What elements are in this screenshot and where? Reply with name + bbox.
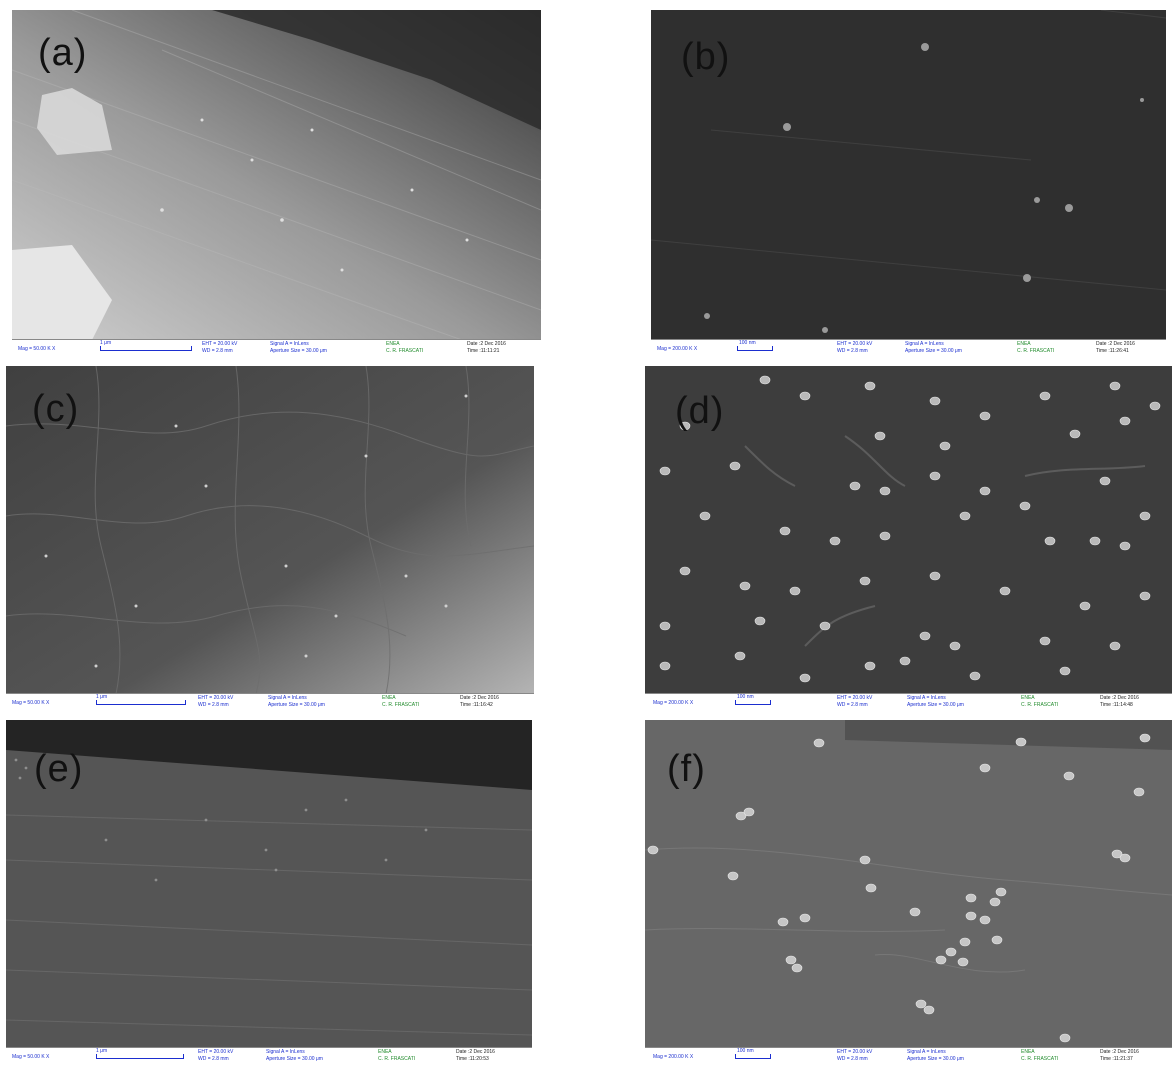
magnification: Mag = 50.00 K X (12, 1054, 50, 1060)
aperture: Aperture Size = 30.00 μm (266, 1056, 323, 1062)
date: Date :2 Dec 2016 (460, 695, 499, 701)
time: Time :11:14:48 (1100, 702, 1133, 708)
panel-label-a: (a) (38, 32, 88, 74)
signal: Signal A = InLens (907, 1049, 946, 1055)
sem-image-f (645, 720, 1172, 1048)
signal: Signal A = InLens (266, 1049, 305, 1055)
org-name: ENEA (382, 695, 396, 701)
eht: EHT = 20.00 kV (202, 341, 238, 347)
aperture: Aperture Size = 30.00 μm (907, 1056, 964, 1062)
sem-info-bar-d: Mag = 200.00 K X 100 nm EHT = 20.00 kV W… (645, 693, 1172, 712)
org-name: ENEA (1021, 695, 1035, 701)
scale-bar (735, 700, 771, 705)
org-site: C. R. FRASCATI (382, 702, 420, 708)
sem-image-d (645, 366, 1172, 694)
magnification: Mag = 50.00 K X (18, 346, 56, 352)
sem-info-bar-a: Mag = 50.00 K X 1 μm EHT = 20.00 kV WD =… (12, 339, 541, 358)
time: Time :11:20:53 (456, 1056, 489, 1062)
scale-bar (96, 700, 186, 705)
scale-bar-label: 1 μm (96, 1048, 108, 1054)
org-site: C. R. FRASCATI (378, 1056, 416, 1062)
signal: Signal A = InLens (270, 341, 309, 347)
eht: EHT = 20.00 kV (198, 1049, 234, 1055)
sem-panel-b: (b) Mag = 200.00 K X 100 nm EHT = 20.00 … (651, 10, 1166, 358)
signal: Signal A = InLens (907, 695, 946, 701)
org-name: ENEA (1017, 341, 1031, 347)
eht: EHT = 20.00 kV (837, 695, 873, 701)
org-site: C. R. FRASCATI (1017, 348, 1055, 354)
aperture: Aperture Size = 30.00 μm (268, 702, 325, 708)
sem-image-b (651, 10, 1166, 340)
aperture: Aperture Size = 30.00 μm (270, 348, 327, 354)
eht: EHT = 20.00 kV (198, 695, 234, 701)
scale-bar (735, 1054, 771, 1059)
working-distance: WD = 2.8 mm (198, 702, 229, 708)
sem-panel-a: (a) Mag = 50.00 K X 1 μm EHT = 20.00 kV … (12, 10, 541, 358)
sem-info-bar-e: Mag = 50.00 K X 1 μm EHT = 20.00 kV WD =… (6, 1047, 532, 1066)
sem-image-a (12, 10, 541, 340)
magnification: Mag = 200.00 K X (657, 346, 698, 352)
working-distance: WD = 2.8 mm (837, 702, 868, 708)
sem-image-c (6, 366, 534, 694)
panel-label-b: (b) (681, 36, 731, 78)
sem-info-bar-f: Mag = 200.00 K X 100 nm EHT = 20.00 kV W… (645, 1047, 1172, 1066)
scale-bar-label: 100 nm (737, 1048, 754, 1054)
scale-bar (737, 346, 773, 351)
time: Time :11:11:21 (467, 348, 500, 354)
working-distance: WD = 2.8 mm (202, 348, 233, 354)
signal: Signal A = InLens (905, 341, 944, 347)
working-distance: WD = 2.8 mm (837, 1056, 868, 1062)
org-site: C. R. FRASCATI (1021, 1056, 1059, 1062)
panel-label-f: (f) (667, 748, 706, 790)
magnification: Mag = 50.00 K X (12, 700, 50, 706)
panel-label-c: (c) (32, 388, 80, 430)
scale-bar-label: 100 nm (739, 340, 756, 346)
scale-bar-label: 100 nm (737, 694, 754, 700)
sem-panel-e: (e) Mag = 50.00 K X 1 μm EHT = 20.00 kV … (6, 720, 532, 1066)
org-site: C. R. FRASCATI (386, 348, 424, 354)
scale-bar-label: 1 μm (96, 694, 108, 700)
date: Date :2 Dec 2016 (1096, 341, 1135, 347)
date: Date :2 Dec 2016 (1100, 1049, 1139, 1055)
aperture: Aperture Size = 30.00 μm (907, 702, 964, 708)
org-name: ENEA (386, 341, 400, 347)
sem-panel-c: (c) Mag = 50.00 K X 1 μm EHT = 20.00 kV … (6, 366, 534, 712)
eht: EHT = 20.00 kV (837, 1049, 873, 1055)
magnification: Mag = 200.00 K X (653, 700, 694, 706)
panel-label-e: (e) (34, 748, 84, 790)
magnification: Mag = 200.00 K X (653, 1054, 694, 1060)
org-name: ENEA (1021, 1049, 1035, 1055)
working-distance: WD = 2.8 mm (198, 1056, 229, 1062)
aperture: Aperture Size = 30.00 μm (905, 348, 962, 354)
time: Time :11:16:42 (460, 702, 493, 708)
date: Date :2 Dec 2016 (467, 341, 506, 347)
sem-panel-f: (f) Mag = 200.00 K X 100 nm EHT = 20.00 … (645, 720, 1172, 1066)
working-distance: WD = 2.8 mm (837, 348, 868, 354)
sem-panel-d: (d) Mag = 200.00 K X 100 nm EHT = 20.00 … (645, 366, 1172, 712)
time: Time :11:26:41 (1096, 348, 1129, 354)
scale-bar (96, 1054, 184, 1059)
sem-info-bar-b: Mag = 200.00 K X 100 nm EHT = 20.00 kV W… (651, 339, 1166, 358)
sem-info-bar-c: Mag = 50.00 K X 1 μm EHT = 20.00 kV WD =… (6, 693, 534, 712)
date: Date :2 Dec 2016 (1100, 695, 1139, 701)
org-site: C. R. FRASCATI (1021, 702, 1059, 708)
date: Date :2 Dec 2016 (456, 1049, 495, 1055)
signal: Signal A = InLens (268, 695, 307, 701)
scale-bar (100, 346, 192, 351)
time: Time :11:21:37 (1100, 1056, 1133, 1062)
sem-image-e (6, 720, 532, 1048)
panel-label-d: (d) (675, 390, 725, 432)
eht: EHT = 20.00 kV (837, 341, 873, 347)
org-name: ENEA (378, 1049, 392, 1055)
scale-bar-label: 1 μm (100, 340, 112, 346)
